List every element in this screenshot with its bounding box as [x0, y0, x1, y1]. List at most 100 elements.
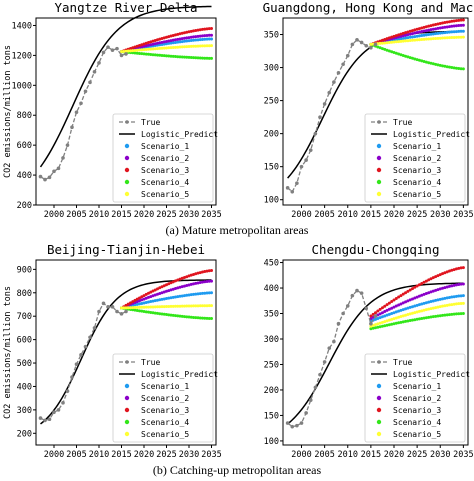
- scenario-point: [401, 34, 405, 38]
- x-tick-label: 2005: [314, 210, 334, 220]
- scenario-point: [394, 34, 398, 38]
- scenario-point: [392, 317, 396, 321]
- scenario-point: [450, 24, 454, 28]
- scenario-3-series: [369, 18, 465, 46]
- scenario-point: [420, 59, 424, 63]
- scenario-point: [183, 275, 186, 279]
- true-point: [79, 101, 83, 106]
- scenario-point: [441, 272, 445, 276]
- scenario-point: [441, 21, 445, 25]
- true-point: [70, 375, 74, 379]
- scenario-point: [203, 34, 207, 38]
- true-point: [322, 102, 327, 106]
- legend-label: Scenario_5: [393, 190, 441, 199]
- scenario-point: [397, 303, 401, 307]
- scenario-point: [196, 316, 200, 320]
- true-point: [43, 418, 47, 423]
- scenario-point: [445, 303, 449, 307]
- scenario-point: [454, 35, 458, 39]
- scenario-point: [149, 300, 153, 304]
- x-tick-label: 2010: [89, 450, 109, 460]
- scenario-point: [376, 317, 380, 321]
- scenario-point: [131, 51, 135, 55]
- scenario-point: [424, 29, 428, 33]
- scenario-point: [454, 267, 458, 271]
- scenario-point: [196, 271, 200, 275]
- scenario-point: [397, 33, 401, 37]
- scenario-point: [417, 317, 421, 321]
- scenario-point: [401, 54, 405, 57]
- scenario-point: [452, 24, 456, 28]
- scenario-point: [401, 314, 405, 318]
- scenario-point: [205, 56, 209, 60]
- scenario-point: [171, 41, 175, 45]
- scenario-point: [187, 55, 191, 59]
- scenario-point: [459, 23, 463, 27]
- y-tick-label: 300: [264, 64, 279, 74]
- scenario-point: [144, 44, 148, 48]
- scenario-point: [207, 279, 211, 283]
- true-point: [359, 40, 364, 45]
- scenario-point: [189, 273, 193, 277]
- scenario-point: [194, 316, 198, 320]
- scenario-point: [174, 314, 177, 318]
- scenario-point: [187, 30, 191, 34]
- scenario-point: [135, 302, 139, 306]
- scenario-point: [404, 313, 408, 317]
- scenario-point: [392, 40, 396, 44]
- scenario-point: [413, 31, 417, 35]
- x-tick-label: 2010: [338, 210, 358, 220]
- legend-box: [112, 113, 214, 203]
- scenario-point: [424, 25, 428, 29]
- scenario-point: [149, 53, 153, 57]
- scenario-point: [144, 296, 148, 300]
- scenario-point: [390, 35, 394, 39]
- scenario-point: [203, 37, 207, 41]
- scenario-point: [454, 302, 458, 306]
- x-tick-label: 2000: [291, 210, 311, 220]
- true-point: [341, 311, 345, 316]
- scenario-point: [147, 310, 150, 314]
- scenario-point: [461, 294, 465, 298]
- y-tick-label: 1200: [12, 51, 32, 61]
- scenario-point: [406, 313, 410, 317]
- scenario-point: [201, 291, 204, 295]
- scenario-point: [201, 304, 204, 308]
- scenario-point: [376, 325, 380, 329]
- scenario-point: [167, 46, 171, 50]
- scenario-point: [371, 326, 375, 330]
- scenario-point: [434, 298, 438, 302]
- scenario-point: [452, 35, 456, 39]
- scenario-point: [167, 35, 171, 39]
- scenario-point: [189, 304, 193, 308]
- scenario-point: [380, 47, 384, 51]
- scenario-point: [387, 40, 391, 44]
- x-tick-label: 2020: [134, 210, 154, 220]
- scenario-point: [156, 38, 159, 42]
- scenario-point: [165, 313, 168, 317]
- y-tick-label: 200: [264, 386, 279, 396]
- scenario-point: [434, 27, 438, 31]
- scenario-point: [180, 31, 184, 35]
- x-tick-label: 2000: [44, 450, 64, 460]
- scenario-point: [194, 281, 198, 285]
- scenario-point: [441, 31, 445, 35]
- scenario-point: [205, 27, 209, 31]
- scenario-point: [142, 301, 146, 305]
- scenario-point: [406, 289, 410, 293]
- scenario-point: [413, 318, 417, 322]
- scenario-point: [417, 294, 421, 298]
- scenario-point: [147, 41, 150, 45]
- scenario-point: [401, 39, 405, 43]
- scenario-point: [457, 302, 461, 306]
- legend: True Logistic_Predict Scenario_1 Scenario_2…: [112, 353, 218, 443]
- scenario-point: [160, 53, 164, 57]
- scenario-point: [448, 313, 451, 317]
- scenario-point: [422, 60, 426, 63]
- scenario-point: [404, 319, 408, 323]
- scenario-point: [413, 38, 417, 42]
- scenario-point: [394, 316, 398, 320]
- scenario-point: [189, 282, 193, 286]
- scenario-point: [438, 63, 442, 67]
- scenario-point: [124, 306, 128, 310]
